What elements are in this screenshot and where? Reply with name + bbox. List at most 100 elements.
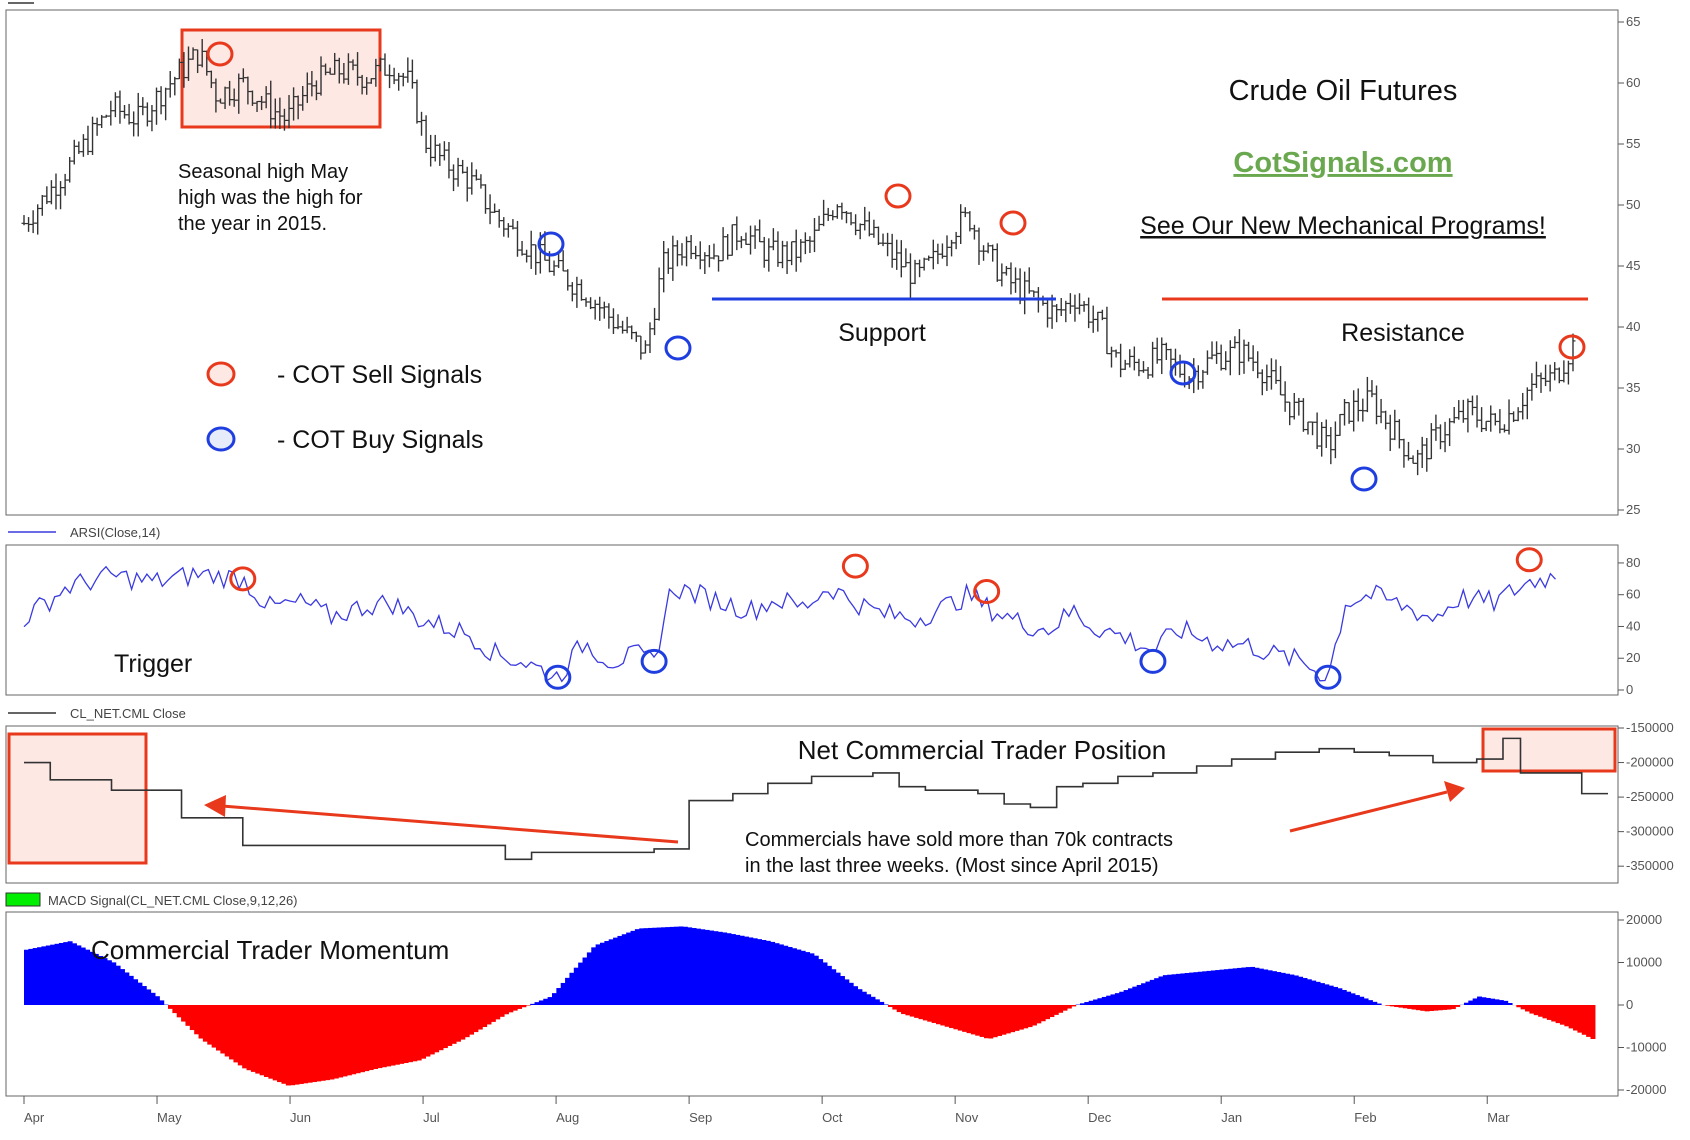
- sell-legend-icon: [206, 361, 236, 387]
- seasonal-note-line-1: Seasonal high May: [178, 161, 348, 183]
- macd-bar: [1027, 1005, 1033, 1028]
- macd-bar: [181, 1005, 187, 1022]
- macd-bar: [1581, 1005, 1587, 1035]
- macd-bar: [1136, 984, 1142, 1005]
- macd-bar: [757, 939, 763, 1005]
- macd-bar: [154, 996, 160, 1005]
- macd-bar: [355, 1005, 361, 1074]
- macd-bar: [944, 1005, 950, 1027]
- macd-bar: [844, 979, 850, 1005]
- macd-bar: [1302, 978, 1308, 1005]
- price-sell-signals: [206, 41, 1586, 360]
- macd-bar: [639, 928, 645, 1005]
- macd-bar: [1372, 1001, 1378, 1005]
- macd-bar: [1586, 1005, 1592, 1037]
- sell-signal-marker: [884, 183, 912, 209]
- macd-bar: [1520, 1005, 1526, 1010]
- macd-bar: [1463, 1002, 1469, 1005]
- macd-bar: [220, 1005, 226, 1054]
- macd-bar: [85, 949, 91, 1005]
- red-arrows: [204, 781, 1465, 844]
- macd-bar: [1285, 973, 1290, 1005]
- macd-bar: [416, 1005, 422, 1061]
- macd-bar: [1337, 988, 1343, 1005]
- x-tick-label: Jan: [1221, 1110, 1242, 1125]
- macd-bar: [1215, 970, 1221, 1005]
- macd-bar: [691, 928, 697, 1005]
- y-tick-label: -20000: [1626, 1082, 1666, 1097]
- macd-bar: [98, 956, 104, 1005]
- macd-bar: [1442, 1005, 1448, 1010]
- macd-bar: [726, 933, 732, 1005]
- macd-bar: [975, 1005, 981, 1036]
- rsi-buy-signal-marker: [1139, 648, 1167, 674]
- macd-bar: [1376, 1003, 1382, 1005]
- y-tick-label: -250000: [1626, 789, 1674, 804]
- y-tick-label: -350000: [1626, 858, 1674, 873]
- macd-bar: [198, 1005, 204, 1039]
- macd-bar: [115, 965, 121, 1005]
- macd-bar: [1350, 993, 1356, 1005]
- y-tick-label: 80: [1626, 555, 1640, 570]
- macd-bar: [24, 949, 29, 1005]
- macd-bar: [1315, 981, 1321, 1005]
- macd-bar: [185, 1005, 191, 1026]
- macd-bar: [373, 1005, 379, 1069]
- macd-bar: [713, 931, 719, 1005]
- macd-bar: [722, 932, 728, 1005]
- macd-bar: [927, 1005, 933, 1022]
- macd-bar: [1477, 996, 1482, 1005]
- y-tick-label: 50: [1626, 197, 1640, 212]
- macd-bar: [250, 1005, 256, 1072]
- macd-bar: [1014, 1005, 1020, 1031]
- macd-bar: [1367, 1000, 1373, 1005]
- macd-bar: [133, 979, 139, 1005]
- sell-signal-marker: [206, 41, 234, 67]
- macd-bar: [748, 937, 754, 1005]
- macd-bar: [67, 941, 73, 1005]
- macd-bar: [464, 1005, 470, 1038]
- macd-bar: [54, 943, 60, 1005]
- macd-bar: [63, 942, 69, 1005]
- macd-bar: [534, 1002, 540, 1005]
- macd-bar: [922, 1005, 928, 1021]
- macd-bar: [695, 928, 701, 1005]
- macd-bar: [582, 957, 588, 1005]
- macd-bar: [656, 927, 662, 1005]
- macd-bar: [394, 1005, 400, 1065]
- x-tick-label: Jul: [423, 1110, 440, 1125]
- arrow-right-head: [1444, 781, 1465, 802]
- macd-bar: [37, 947, 43, 1005]
- macd-bar: [1276, 972, 1282, 1005]
- rsi-series-line: [23, 565, 1556, 683]
- macd-bar: [495, 1005, 501, 1020]
- macd-bar: [1424, 1005, 1430, 1012]
- macd-bar: [743, 936, 749, 1005]
- macd-bar: [665, 927, 671, 1005]
- macd-bar: [333, 1005, 339, 1079]
- macd-bar: [682, 926, 688, 1005]
- site-link[interactable]: CotSignals.com: [1233, 147, 1452, 179]
- macd-bar: [1123, 990, 1129, 1005]
- macd-bar: [1319, 983, 1325, 1005]
- macd-bar: [255, 1005, 261, 1074]
- macd-bar: [246, 1005, 252, 1071]
- macd-bar: [761, 940, 767, 1005]
- y-tick-label: 55: [1626, 136, 1640, 151]
- macd-bar: [1018, 1005, 1024, 1030]
- y-tick-label: 25: [1626, 502, 1640, 517]
- macd-bar: [992, 1005, 998, 1038]
- macd-bar: [421, 1005, 427, 1059]
- macd-bar: [1088, 1000, 1094, 1005]
- macd-bar: [896, 1005, 902, 1013]
- macd-bar: [1546, 1005, 1552, 1020]
- macd-bar: [1132, 986, 1138, 1005]
- macd-bar: [774, 943, 780, 1005]
- macd-bar: [826, 965, 832, 1005]
- macd-bar: [935, 1005, 941, 1025]
- macd-bar: [1437, 1005, 1443, 1011]
- macd-bar: [848, 982, 854, 1005]
- promo-link[interactable]: See Our New Mechanical Programs!: [1140, 212, 1546, 240]
- rsi-buy-signal-marker: [544, 664, 572, 690]
- macd-bar: [368, 1005, 374, 1071]
